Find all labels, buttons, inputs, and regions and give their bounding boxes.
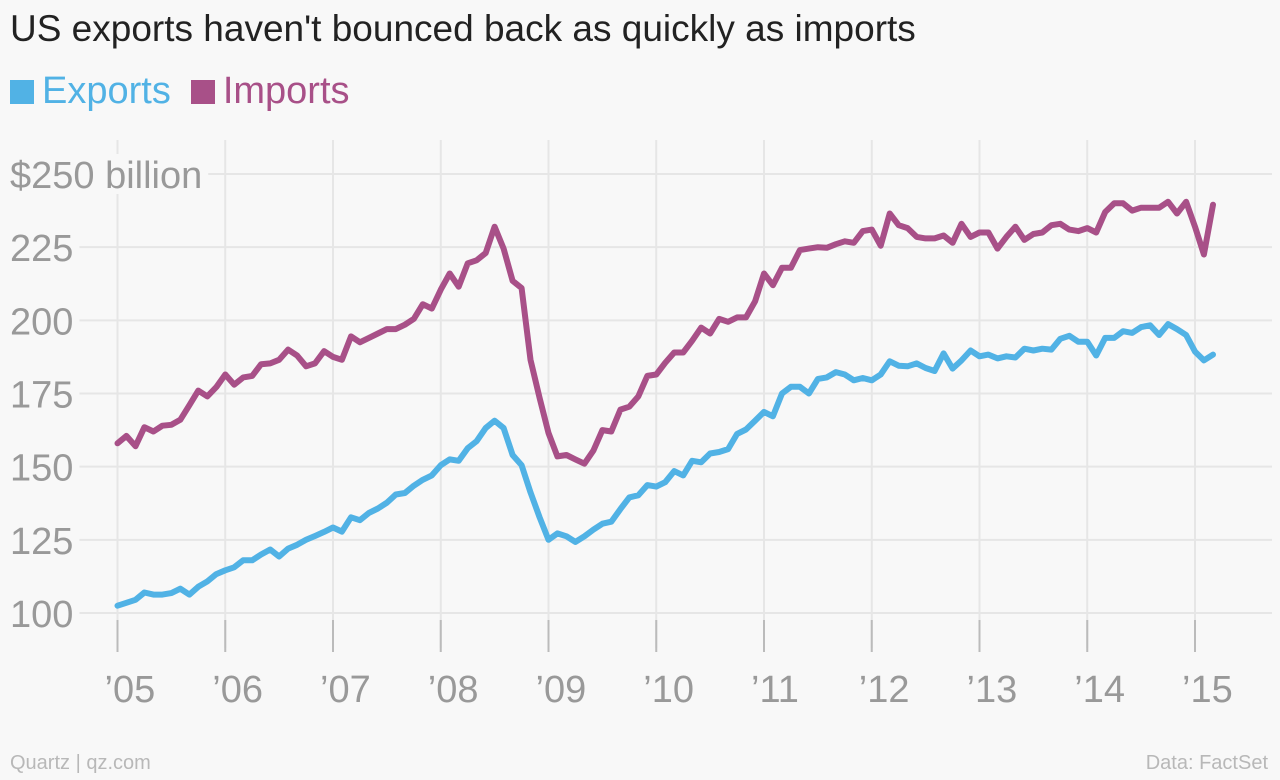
y-tick-label: 175 (10, 375, 73, 417)
legend-label-exports: Exports (42, 70, 171, 112)
y-tick-label: 225 (10, 228, 73, 270)
exports-swatch (10, 79, 34, 104)
legend: Exports Imports (10, 70, 370, 113)
x-tick-label: ’08 (428, 669, 479, 711)
x-tick-label: ’07 (320, 669, 371, 711)
source-credit: Quartz | qz.com (10, 752, 151, 774)
x-tick-label: ’06 (212, 669, 263, 711)
y-tick-label: 200 (10, 301, 73, 343)
y-tick-label-bg (4, 593, 80, 633)
x-tick-label: ’12 (859, 669, 910, 711)
data-source: Data: FactSet (1145, 752, 1268, 774)
x-tick-label: ’10 (643, 669, 694, 711)
x-tick-label: ’11 (751, 669, 799, 711)
legend-label-imports: Imports (222, 70, 350, 112)
x-tick-label: ’09 (536, 669, 587, 711)
x-tick-label: ’05 (105, 669, 156, 711)
y-tick-label-bg (4, 519, 80, 560)
legend-item-exports: Exports (10, 70, 171, 113)
y-tick-label-bg (4, 154, 209, 194)
y-tick-label: 125 (10, 521, 73, 563)
x-tick-label: ’14 (1074, 669, 1125, 711)
y-tick-label: 150 (10, 448, 73, 490)
y-tick-label-bg (4, 373, 80, 414)
y-tick-label-bg (4, 446, 80, 487)
imports-swatch (190, 79, 215, 104)
y-tick-label-bg (4, 227, 80, 268)
x-tick-label: ’13 (967, 669, 1018, 711)
series-line-exports (114, 321, 1216, 609)
x-tick-label: ’15 (1182, 669, 1233, 711)
series-line-imports (114, 198, 1216, 467)
y-tick-label: 100 (10, 594, 73, 636)
y-tick-label: $250 billion (10, 155, 202, 197)
y-tick-label-bg (4, 300, 80, 341)
chart-title: US exports haven't bounced back as quick… (10, 8, 916, 49)
legend-item-imports: Imports (190, 70, 350, 113)
